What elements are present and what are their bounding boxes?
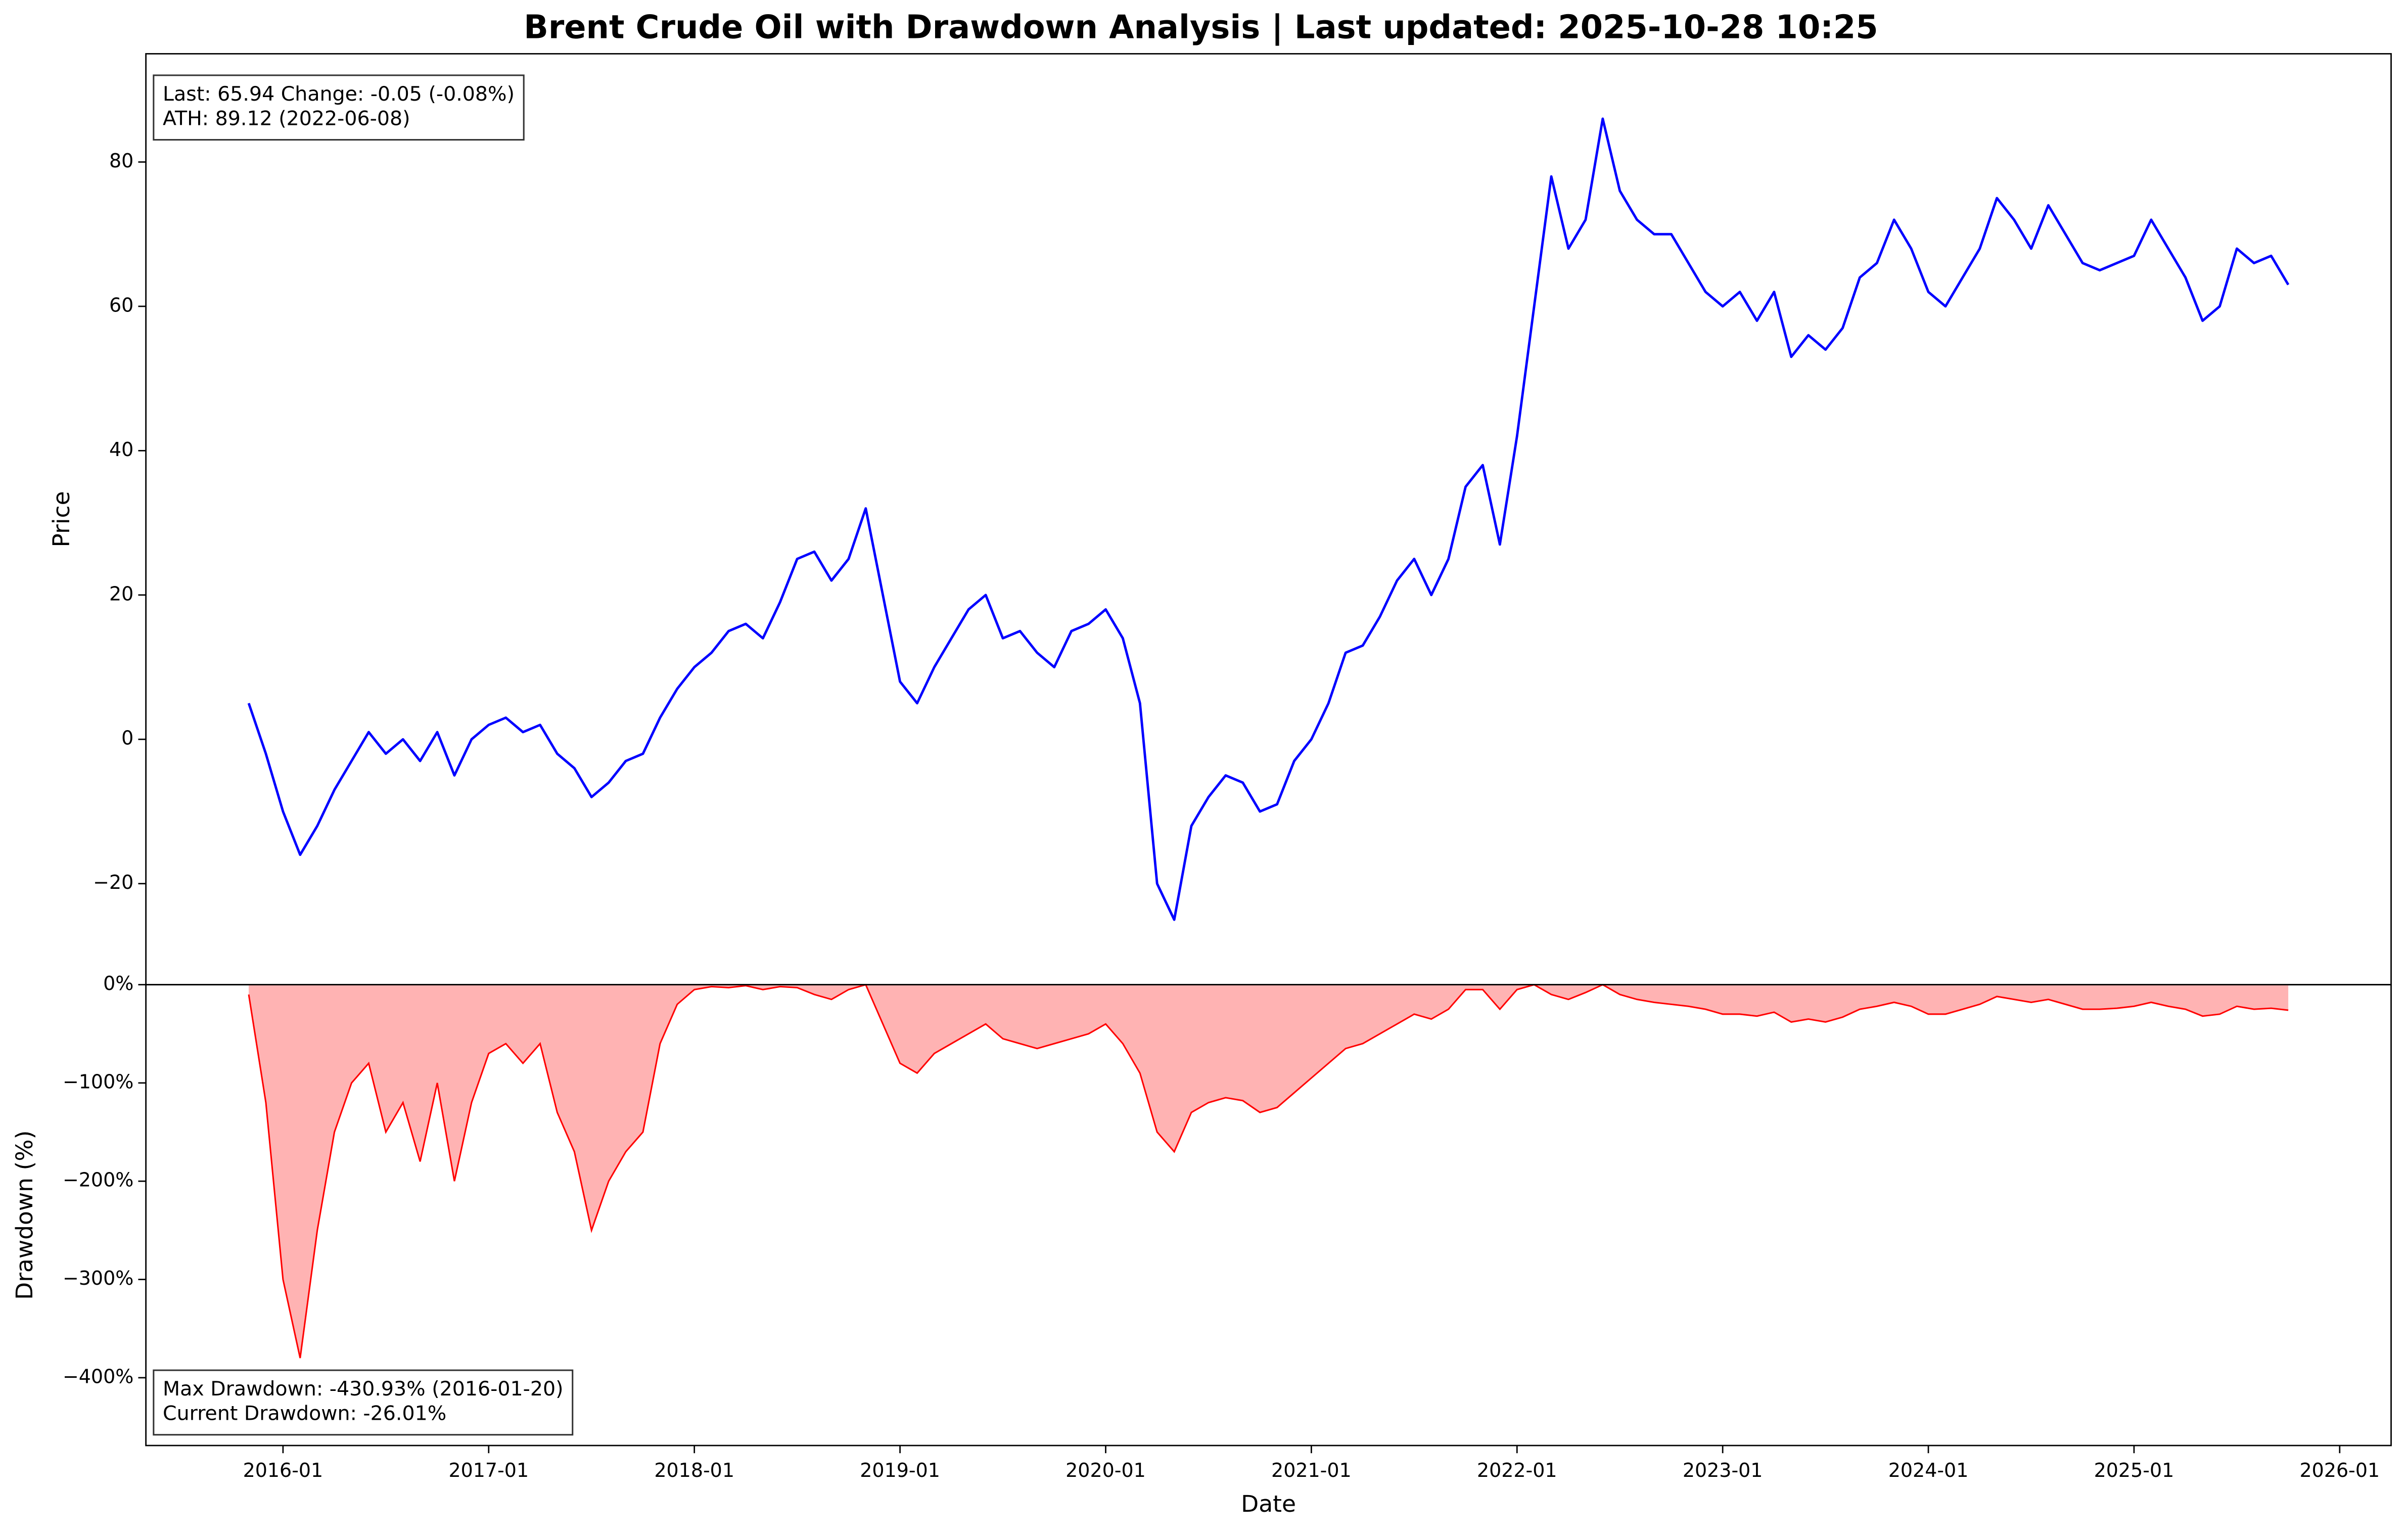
x-tick-label: 2023-01	[1683, 1459, 1763, 1481]
y-axis-label: Drawdown (%)	[11, 1131, 38, 1300]
annotation-text: Current Drawdown: -26.01%	[163, 1402, 446, 1425]
y-tick-label: −400%	[63, 1365, 133, 1387]
x-tick-label: 2025-01	[2094, 1459, 2174, 1481]
x-tick-label: 2022-01	[1477, 1459, 1557, 1481]
annotation-box	[153, 1369, 574, 1436]
y-tick-label: −20	[93, 871, 133, 893]
x-tick-label: 2021-01	[1271, 1459, 1352, 1481]
chart-title: Brent Crude Oil with Drawdown Analysis |…	[524, 9, 1878, 46]
annotation-text: Last: 65.94 Change: -0.05 (-0.08%)	[163, 82, 515, 106]
y-tick-label: 0%	[103, 972, 133, 995]
plot-frame	[145, 984, 2392, 1447]
y-axis-label: Price	[48, 491, 75, 547]
x-tick-label: 2024-01	[1888, 1459, 1969, 1481]
y-tick-label: 20	[109, 582, 133, 605]
y-tick-label: −200%	[63, 1169, 133, 1191]
x-tick-label: 2016-01	[243, 1459, 323, 1481]
annotation: Last: 65.94 Change: -0.05 (-0.08%)ATH: 8…	[153, 74, 525, 141]
y-tick-label: −300%	[63, 1267, 133, 1289]
annotation-text: ATH: 89.12 (2022-06-08)	[163, 107, 410, 130]
price-line	[247, 117, 2290, 921]
y-tick-label: 80	[109, 150, 133, 172]
y-tick-label: 40	[109, 438, 133, 461]
y-tick-label: 0	[121, 727, 133, 749]
x-tick-label: 2019-01	[860, 1459, 940, 1481]
x-tick-label: 2026-01	[2300, 1459, 2380, 1481]
drawdown-area	[249, 984, 2289, 1359]
x-tick-label: 2020-01	[1066, 1459, 1146, 1481]
y-tick-label: −100%	[63, 1070, 133, 1093]
drawdown-line	[248, 983, 2289, 1359]
annotation-box	[153, 74, 525, 141]
x-tick-label: 2018-01	[654, 1459, 734, 1481]
y-tick-label: 60	[109, 294, 133, 316]
x-tick-label: 2017-01	[448, 1459, 529, 1481]
annotation-text: Max Drawdown: -430.93% (2016-01-20)	[163, 1377, 563, 1401]
annotation: Max Drawdown: -430.93% (2016-01-20)Curre…	[153, 1369, 574, 1436]
x-axis-label: Date	[1241, 1491, 1296, 1517]
